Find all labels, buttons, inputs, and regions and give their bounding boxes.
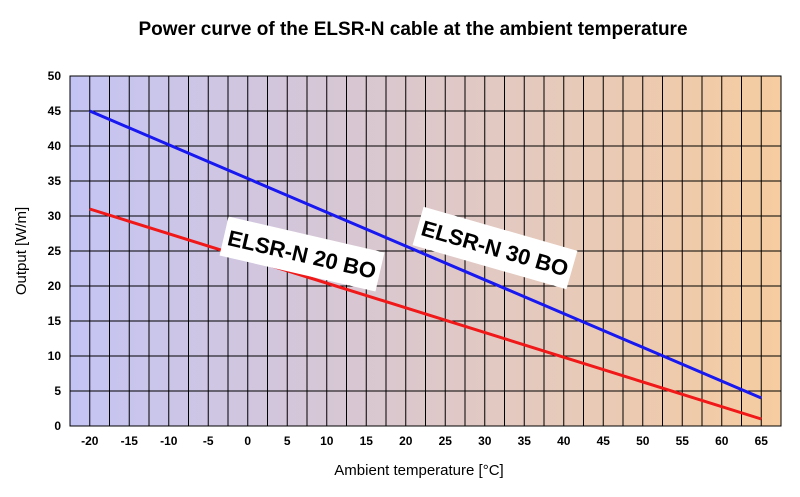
x-tick-label: 25 [439,434,453,448]
chart-title: Power curve of the ELSR-N cable at the a… [138,19,687,40]
x-tick-label: -15 [121,434,139,448]
x-axis-label: Ambient temperature [°C] [334,462,503,479]
y-tick-label: 0 [54,419,61,433]
series-label-background [412,206,578,290]
x-tick-label: 60 [715,434,729,448]
tick-labels: -20 -15 -10 -5 0 5 10 15 20 25 30 35 40 45 50 55 60 65 0 5 1… [48,69,769,448]
x-tick-label: -20 [81,434,99,448]
y-tick-label: 50 [48,69,62,83]
y-tick-label: 40 [48,139,62,153]
plot-border [69,75,782,427]
y-tick-label: 20 [48,279,62,293]
x-tick-label: 15 [360,434,374,448]
x-tick-label: 50 [636,434,650,448]
x-tick-label: 45 [597,434,611,448]
series-line-elsr-n-20-bo [89,207,762,421]
x-tick-label: 40 [557,434,571,448]
x-tick-label: 35 [518,434,532,448]
y-tick-label: 30 [48,209,62,223]
x-tick-label: -10 [160,434,178,448]
series-lines [89,109,762,421]
y-axis-label: Output [W/m] [13,207,30,295]
series-line-elsr-n-30-bo [89,109,762,400]
x-tick-label: 30 [478,434,492,448]
x-tick-label: 10 [320,434,334,448]
x-tick-label: 20 [399,434,413,448]
y-tick-label: 35 [48,174,62,188]
y-tick-label: 5 [54,384,61,398]
x-tick-label: 5 [284,434,291,448]
x-tick-label: 0 [244,434,251,448]
x-tick-label: 65 [755,434,769,448]
y-tick-label: 10 [48,349,62,363]
x-tick-label: 55 [676,434,690,448]
series-label-background [219,216,385,292]
x-tick-label: -5 [203,434,214,448]
y-tick-label: 15 [48,314,62,328]
y-tick-label: 45 [48,104,62,118]
y-tick-label: 25 [48,244,62,258]
